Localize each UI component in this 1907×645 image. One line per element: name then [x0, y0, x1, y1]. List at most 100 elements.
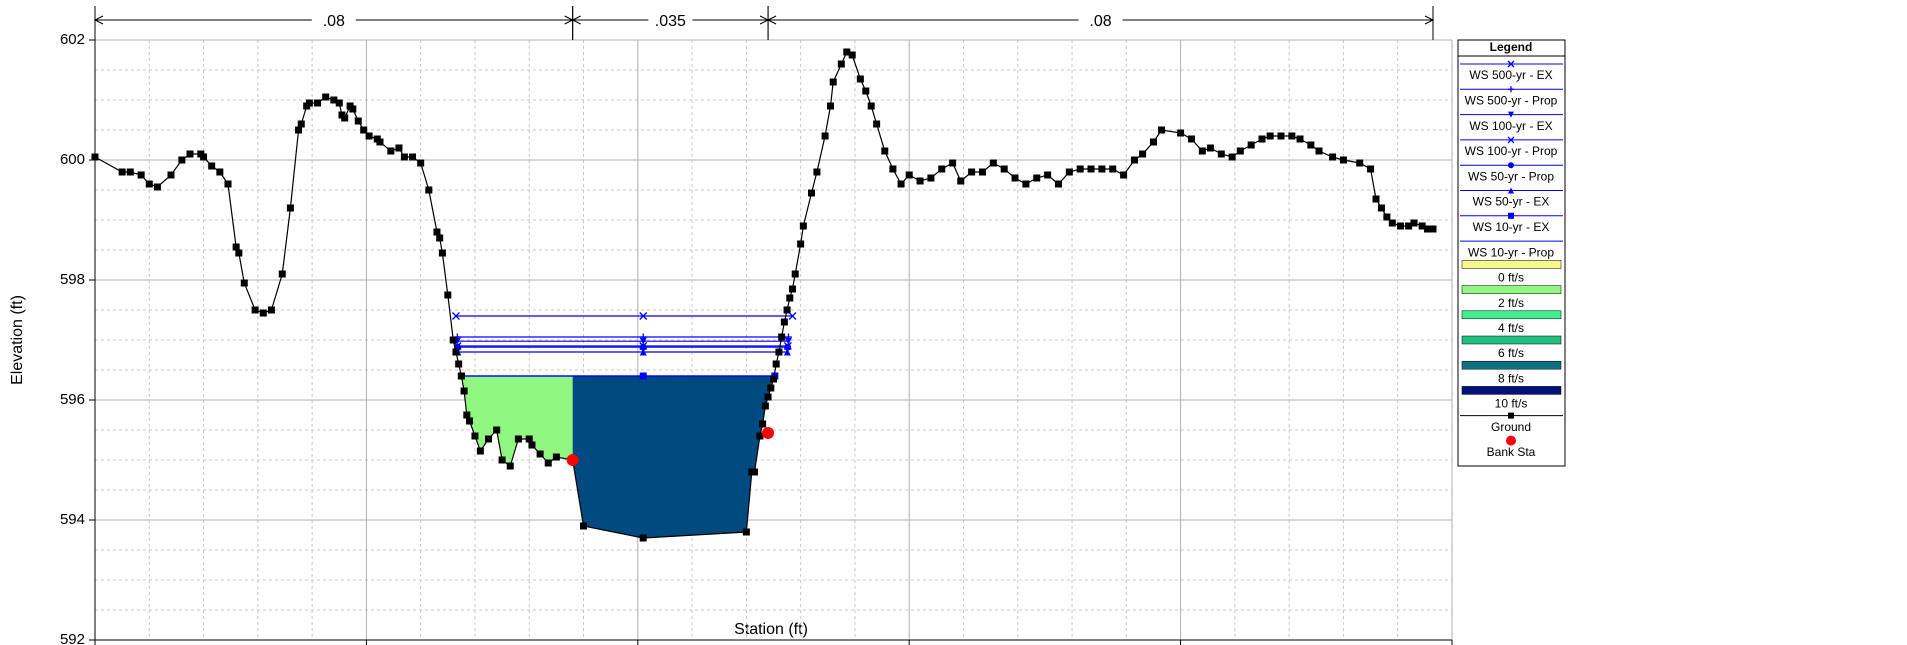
marker	[1187, 135, 1195, 143]
marker	[1022, 180, 1030, 188]
marker	[1396, 222, 1404, 230]
marker	[455, 360, 463, 368]
marker	[1307, 141, 1315, 149]
marker	[153, 183, 161, 191]
legend-label: 0 ft/s	[1498, 271, 1524, 285]
legend-label: 2 ft/s	[1498, 296, 1524, 310]
legend-label: WS 100-yr - EX	[1469, 119, 1552, 133]
y-tick-label: 600	[60, 151, 85, 168]
marker	[1236, 147, 1244, 155]
marker	[897, 180, 905, 188]
marker	[354, 117, 362, 125]
marker	[1377, 204, 1385, 212]
y-tick-label: 602	[60, 31, 85, 48]
marker	[259, 309, 267, 317]
marker	[1356, 159, 1364, 167]
marker	[1158, 126, 1166, 134]
marker	[957, 177, 965, 185]
marker	[761, 402, 769, 410]
marker	[444, 291, 452, 299]
velocity-fill	[572, 376, 772, 538]
marker	[409, 153, 417, 161]
marker	[433, 228, 441, 236]
marker	[452, 312, 460, 320]
marker	[251, 306, 259, 314]
marker	[639, 534, 647, 542]
y-tick-label: 594	[60, 511, 85, 528]
marker	[471, 432, 479, 440]
marker	[1266, 132, 1274, 140]
marker	[387, 147, 395, 155]
legend-label: WS 50-yr - Prop	[1468, 169, 1554, 183]
marker	[1044, 171, 1052, 179]
legend-swatch	[1461, 360, 1562, 370]
marker	[1217, 150, 1225, 158]
marker	[1508, 412, 1514, 419]
n-label: .035	[655, 13, 686, 30]
marker	[240, 279, 248, 287]
marker	[1507, 136, 1515, 144]
marker	[826, 102, 834, 110]
marker	[1508, 86, 1514, 93]
marker	[1339, 156, 1347, 164]
marker	[1206, 144, 1214, 152]
marker	[786, 294, 794, 302]
legend-label: WS 100-yr - Prop	[1465, 144, 1558, 158]
legend-label: WS 500-yr - EX	[1469, 68, 1552, 82]
marker	[417, 159, 425, 167]
legend-swatch	[1461, 335, 1562, 345]
marker	[314, 99, 322, 107]
marker	[807, 189, 815, 197]
marker	[1372, 195, 1380, 203]
legend-label: 4 ft/s	[1498, 321, 1524, 335]
marker	[770, 375, 777, 383]
marker	[425, 186, 433, 194]
marker	[756, 432, 764, 440]
marker	[1011, 174, 1019, 182]
marker	[1315, 147, 1323, 155]
marker	[829, 78, 837, 86]
marker	[1076, 165, 1084, 173]
marker	[639, 337, 647, 345]
marker	[1033, 174, 1041, 182]
legend-swatch	[1461, 386, 1562, 395]
marker	[1508, 187, 1514, 194]
marker	[1296, 135, 1304, 143]
y-tick-label: 592	[60, 631, 85, 645]
marker	[376, 138, 384, 146]
marker	[463, 411, 471, 419]
marker	[949, 159, 957, 167]
marker	[224, 180, 232, 188]
series-line	[94, 51, 1434, 539]
marker	[1288, 132, 1296, 140]
marker	[286, 204, 294, 212]
marker	[1149, 138, 1157, 146]
marker	[186, 150, 194, 158]
marker	[797, 240, 805, 248]
marker	[278, 270, 286, 278]
n-arrowhead	[766, 15, 1435, 25]
marker	[783, 306, 791, 314]
marker	[1087, 165, 1095, 173]
marker	[764, 393, 772, 401]
marker	[349, 105, 357, 113]
legend-label: 10 ft/s	[1495, 397, 1528, 411]
y-tick-label: 598	[60, 271, 85, 288]
velocity-fill	[460, 376, 573, 466]
marker	[916, 177, 924, 185]
marker	[1388, 219, 1396, 227]
legend-label: WS 10-yr - EX	[1473, 220, 1550, 234]
y-tick-label: 596	[60, 391, 85, 408]
marker	[783, 348, 791, 356]
y-axis-label: Elevation (ft)	[9, 295, 26, 385]
marker	[791, 270, 799, 278]
n-label: .08	[323, 13, 345, 30]
marker	[498, 456, 506, 464]
marker	[1508, 162, 1514, 169]
marker	[216, 168, 224, 176]
legend-swatch	[1461, 285, 1562, 294]
marker	[438, 249, 446, 257]
x-axis-label: Station (ft)	[734, 621, 808, 638]
n-label: .08	[1089, 13, 1111, 30]
